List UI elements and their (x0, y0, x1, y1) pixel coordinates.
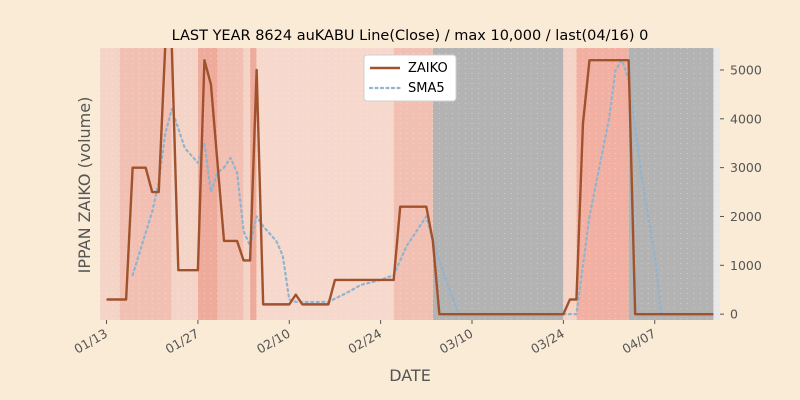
x-axis-label: DATE (389, 366, 431, 385)
y-axis: 0 1000 2000 3000 4000 5000 (720, 62, 762, 322)
background-band (713, 48, 720, 320)
legend-box (363, 54, 457, 102)
background-band (243, 48, 251, 320)
background-band (100, 48, 120, 320)
background-band (563, 48, 577, 320)
legend: ZAIKO SMA5 (363, 54, 457, 102)
background-band (119, 48, 140, 320)
series-line-sma5 (131, 59, 715, 316)
y-tick-label: 4000 (730, 111, 762, 126)
y-tick-label: 5000 (730, 62, 762, 77)
background-band (139, 48, 172, 320)
dot-texture (99, 48, 721, 320)
y-axis-label: IPPAN ZAIKO (volume) (75, 97, 94, 274)
y-tick-label: 1000 (730, 258, 762, 273)
series-line-zaiko (106, 48, 714, 316)
y-tick-label: 0 (730, 307, 738, 322)
series-layer (106, 48, 715, 316)
legend-label-sma5: SMA5 (408, 81, 445, 96)
y-tick-label: 2000 (730, 209, 762, 224)
y-tick-label: 3000 (730, 160, 762, 175)
chart-title: LAST YEAR 8624 auKABU Line(Close) / max … (172, 28, 649, 44)
legend-label-zaiko: ZAIKO (408, 61, 448, 76)
